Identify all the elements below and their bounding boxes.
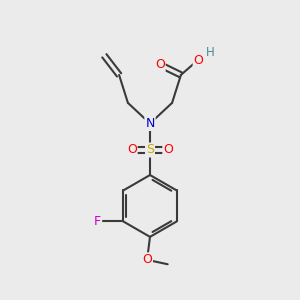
Text: O: O	[142, 253, 152, 266]
Text: O: O	[163, 143, 173, 157]
Text: H: H	[206, 46, 215, 59]
Text: N: N	[145, 117, 155, 130]
Text: O: O	[127, 143, 137, 157]
Text: O: O	[155, 58, 165, 71]
Text: O: O	[194, 54, 203, 67]
Text: S: S	[146, 143, 154, 157]
Text: F: F	[94, 215, 101, 228]
